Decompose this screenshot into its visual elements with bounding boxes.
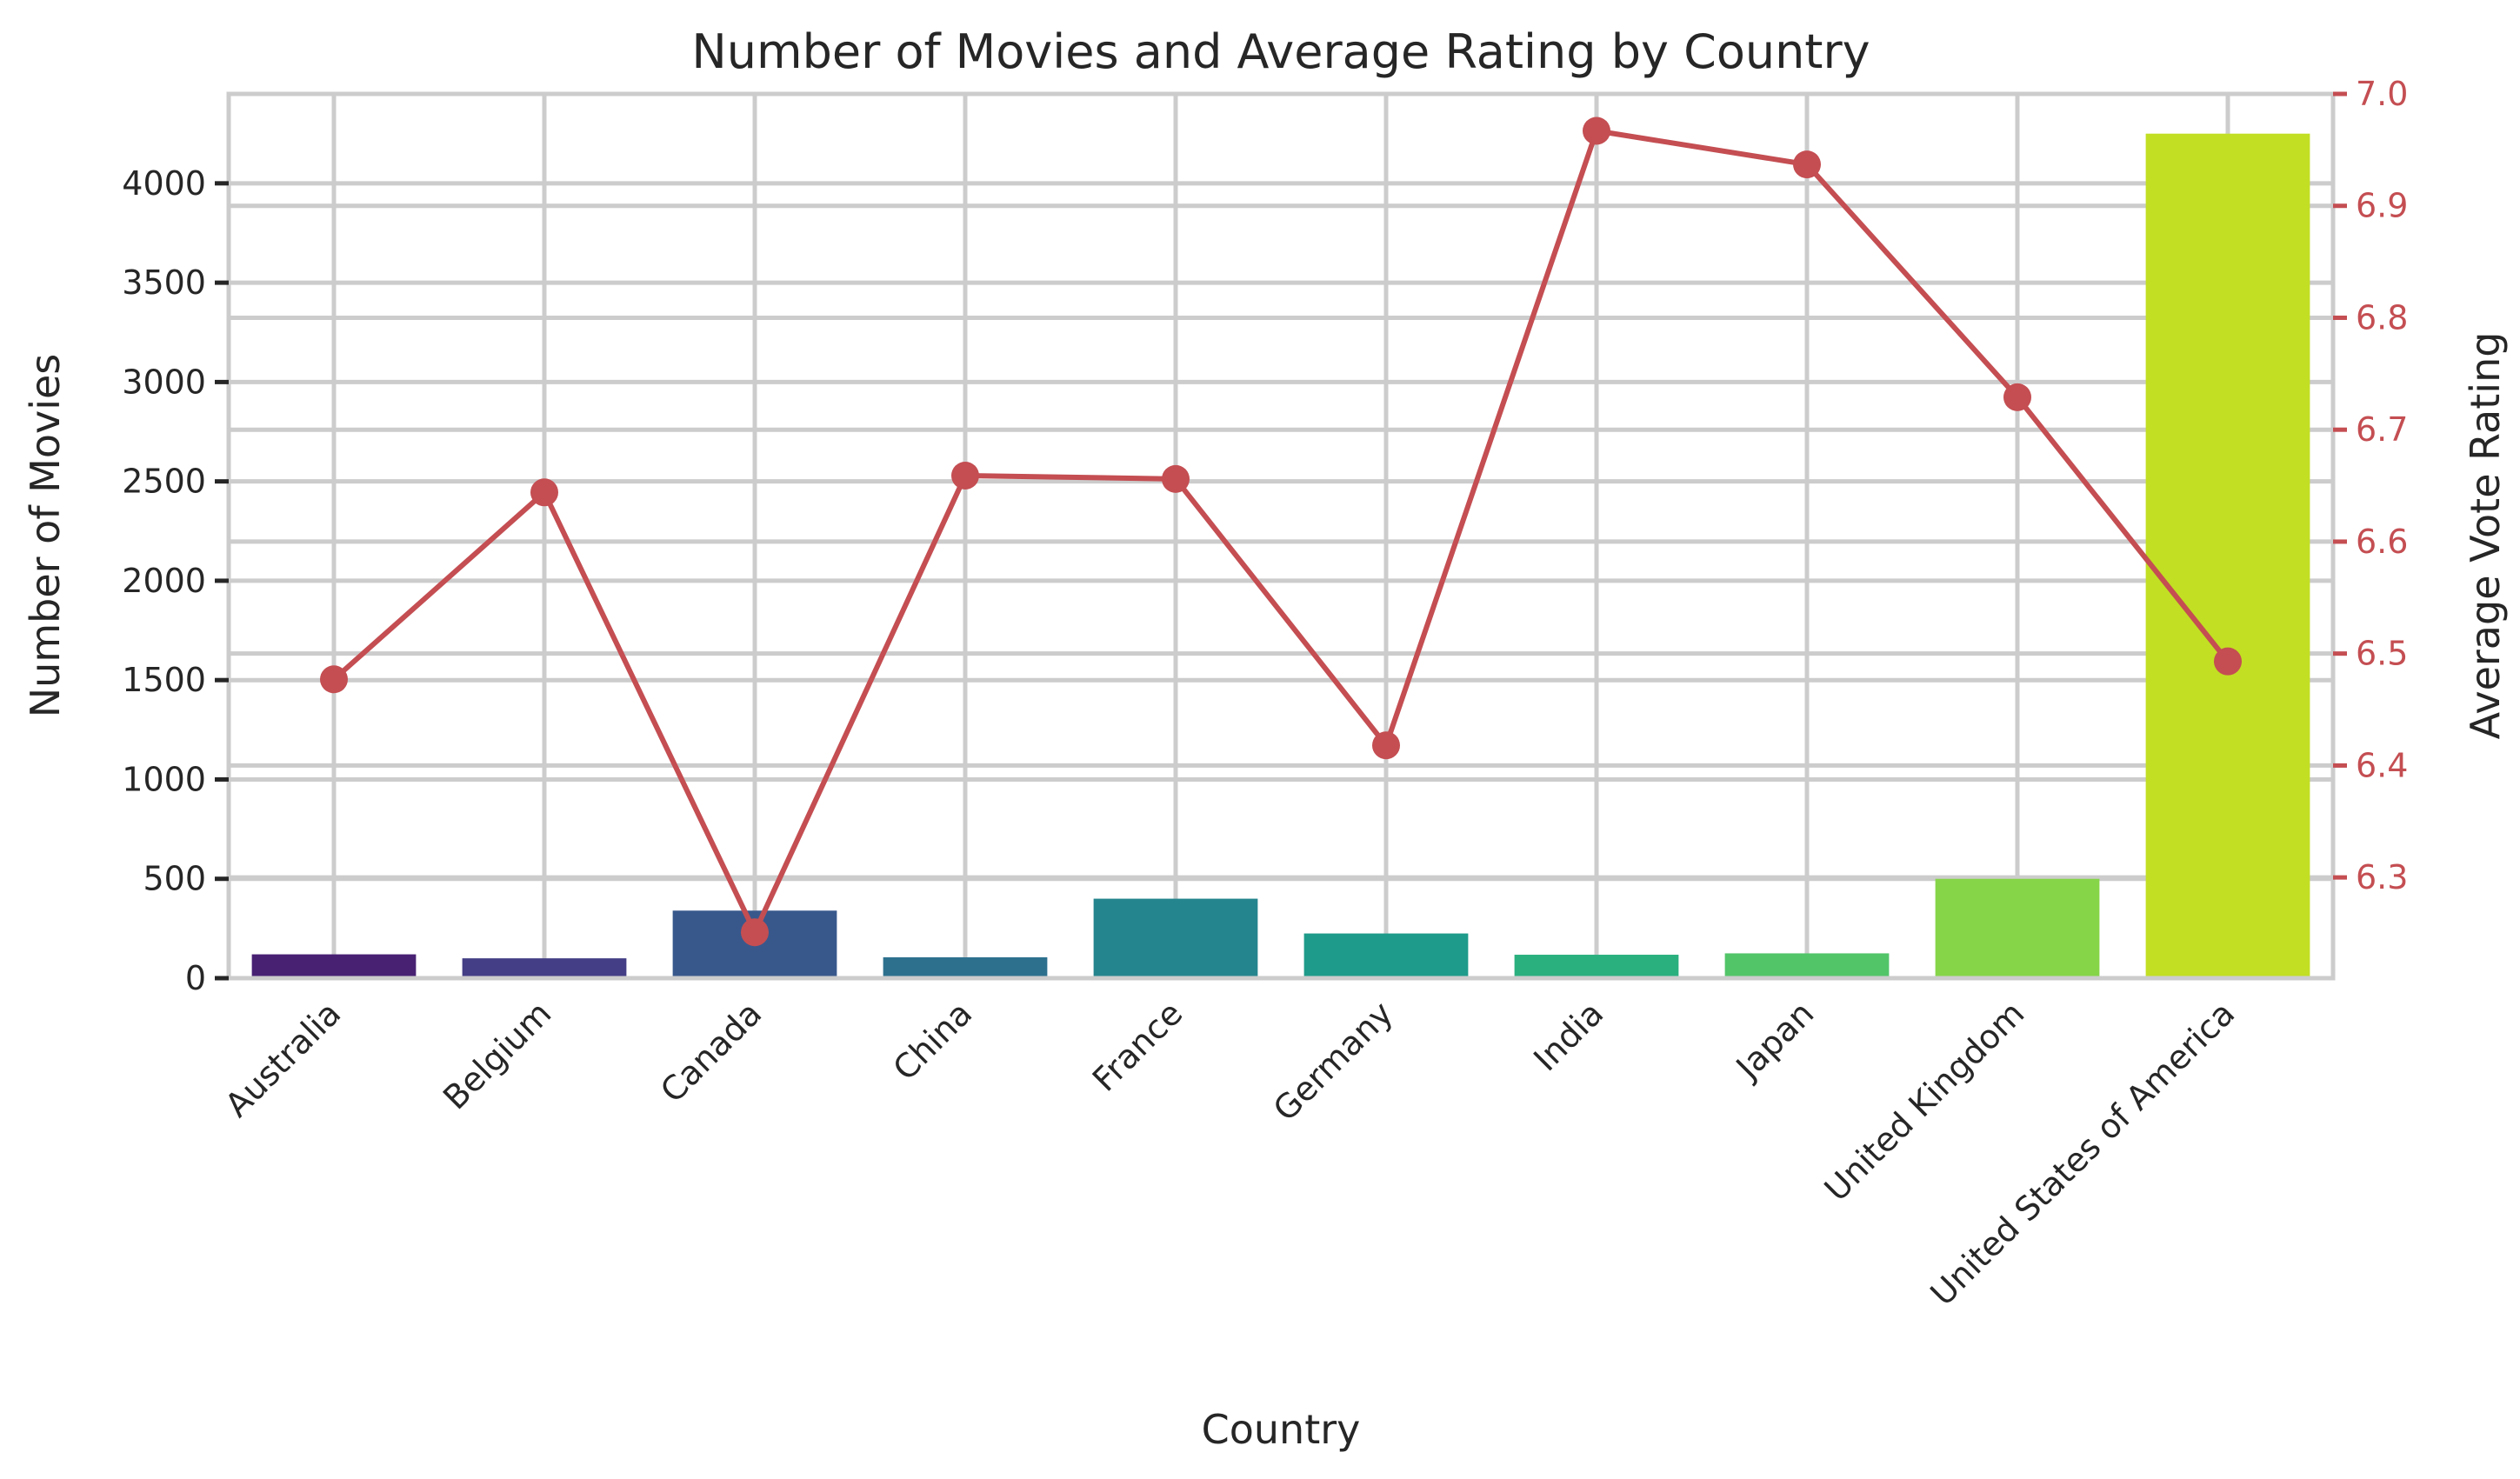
rating-point-belgium [530,478,558,507]
left-tick-label: 3500 [122,263,206,302]
x-tick-label: Belgium [436,994,558,1116]
rating-line-path [332,128,2230,936]
left-tick-label: 2000 [122,562,206,600]
rating-line [320,117,2242,947]
left-tick-label: 3000 [122,363,206,401]
y-axis-label: Number of Movies [22,354,69,717]
bar-japan [1724,953,1890,978]
rating-point-canada [741,918,769,947]
right-tick-label: 6.8 [2356,298,2408,336]
left-tick-label: 2500 [122,463,206,501]
right-tick-label: 6.5 [2356,635,2408,673]
bar-india [1514,955,1679,978]
right-tick-label: 6.4 [2356,746,2408,784]
right-tick-label: 6.9 [2356,187,2408,225]
bar-australia [251,954,417,978]
x-axis: Australia Belgium Canada China France Germany… [217,994,2242,1313]
bar-germany [1303,933,1469,978]
bar-belgium [462,958,627,978]
y2-axis-label: Average Vote Rating [2462,332,2509,740]
left-tick-label: 0 [185,959,206,997]
bars [251,133,2310,978]
left-axis: 0 500 1000 1500 2000 2500 3000 3500 4000 [122,164,229,997]
left-tick-label: 1000 [122,760,206,798]
rating-point-united-states-of-america [2214,647,2242,676]
rating-point-china [951,461,979,490]
x-tick-label: Japan [1728,994,1821,1087]
x-tick-label: China [885,994,979,1088]
rating-point-germany [1372,731,1400,760]
x-tick-label: Canada [653,994,769,1109]
x-tick-label: Germany [1266,994,1401,1129]
x-tick-label: Australia [217,994,348,1124]
x-tick-label: France [1085,994,1190,1098]
right-tick-label: 6.7 [2356,410,2408,449]
rating-point-united-kingdom [2003,383,2031,411]
right-axis: 6.3 6.4 6.5 6.6 6.7 6.8 6.9 7.0 [2333,75,2408,896]
plot-frame [226,91,2336,981]
rating-point-japan [1793,150,1821,179]
grid-lines [229,94,2333,978]
x-tick-label: India [1526,994,1610,1078]
left-tick-label: 4000 [122,164,206,203]
bar-china [883,957,1048,978]
rating-point-australia [320,665,348,694]
left-tick-label: 1500 [122,661,206,699]
rating-point-france [1162,464,1190,493]
chart-title: Number of Movies and Average Rating by C… [691,24,1870,79]
bar-france [1093,898,1258,978]
right-tick-label: 6.3 [2356,858,2408,896]
x-axis-label: Country [1202,1406,1361,1453]
right-tick-label: 7.0 [2356,75,2408,113]
rating-point-india [1583,117,1610,145]
x-tick-label: United Kingdom [1817,994,2032,1209]
bar-united-kingdom [1935,878,2100,978]
left-tick-label: 500 [143,860,206,898]
bar-united-states-of-america [2145,133,2310,978]
right-tick-label: 6.6 [2356,523,2408,561]
